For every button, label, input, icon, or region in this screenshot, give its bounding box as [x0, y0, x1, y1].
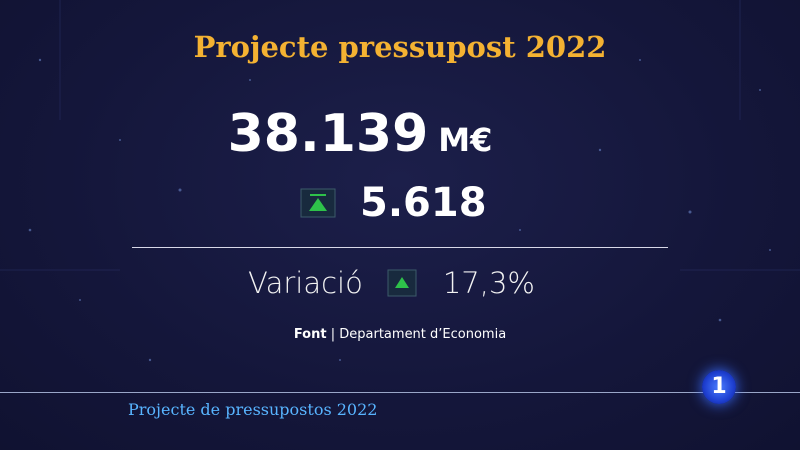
source-label: Font — [293, 327, 327, 342]
divider — [132, 247, 668, 248]
source-separator: | — [330, 327, 336, 342]
title: Projecte pressupost 2022 — [193, 30, 607, 64]
ticker: Projecte de pressupostos 2022 — [128, 400, 378, 419]
amount: 38.139 — [227, 104, 429, 164]
increase: 5.618 — [360, 180, 487, 226]
variation-row: Variació 17,3% — [248, 266, 535, 300]
ticker-line — [0, 392, 800, 393]
unit: M€ — [438, 121, 493, 159]
increase-icon — [300, 188, 336, 218]
variation-icon — [387, 269, 417, 297]
amount-row: 38.139 M€ — [0, 104, 720, 164]
channel-logo: 1 — [702, 370, 736, 404]
increase-row: 5.618 — [300, 180, 487, 226]
source-text: Departament d’Economia — [339, 327, 507, 342]
source-row: Font | Departament d’Economia — [0, 327, 800, 342]
variation-label: Variació — [248, 266, 363, 300]
variation-value: 17,3% — [442, 266, 535, 300]
